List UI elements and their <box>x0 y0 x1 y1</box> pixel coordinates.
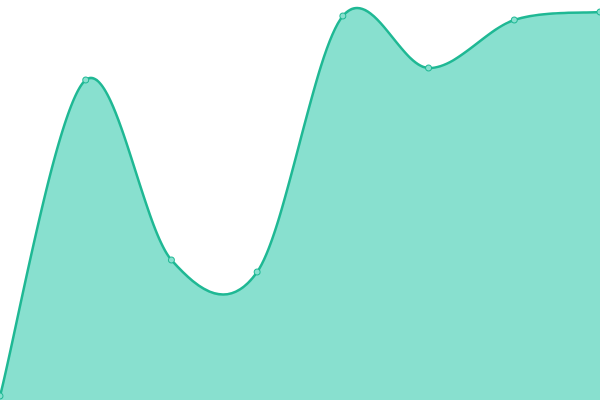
point <box>596 8 600 16</box>
point <box>0 392 4 400</box>
area <box>0 8 600 400</box>
point <box>425 64 433 72</box>
point <box>510 16 518 24</box>
point <box>82 76 90 84</box>
line <box>0 6 600 397</box>
point <box>339 12 347 20</box>
point <box>167 256 175 264</box>
point <box>253 268 261 276</box>
